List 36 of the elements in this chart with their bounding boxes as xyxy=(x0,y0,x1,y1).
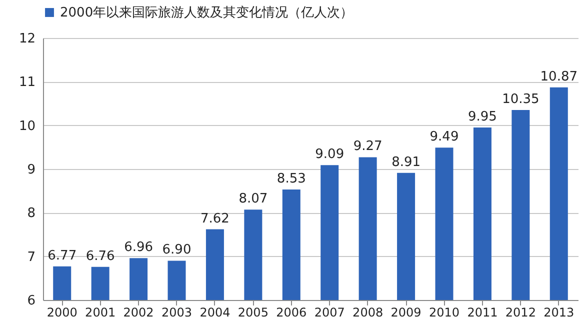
x-tick-label: 2006 xyxy=(276,306,307,320)
text: 9.27 xyxy=(353,139,382,154)
x-tick-label: 2001 xyxy=(85,306,116,320)
x-tick-label: 2010 xyxy=(428,306,460,320)
y-tick-label: 12 xyxy=(18,32,36,46)
x-tick-label: 2004 xyxy=(200,306,230,320)
text: 8.07 xyxy=(238,192,268,207)
text: 8.53 xyxy=(276,172,306,187)
y-tick-label: 7 xyxy=(27,250,36,265)
y-tick-label: 6 xyxy=(27,294,36,308)
text: 9.49 xyxy=(430,130,459,145)
text: 6.76 xyxy=(86,248,115,264)
text: 10.87 xyxy=(540,69,578,84)
text: 6.96 xyxy=(124,240,154,256)
x-tick-label: 2009 xyxy=(390,306,422,320)
text: 6.90 xyxy=(162,242,192,258)
y-tick-label: 8 xyxy=(27,206,36,222)
x-tick-label: 2007 xyxy=(314,306,345,320)
text: 10.35 xyxy=(502,92,540,108)
y-tick-label: 10 xyxy=(18,118,36,134)
text: 9.09 xyxy=(315,147,344,162)
x-tick-label: 2008 xyxy=(352,306,384,320)
x-tick-label: 2005 xyxy=(238,306,268,320)
y-tick-label: 9 xyxy=(27,162,36,178)
x-tick-label: 2012 xyxy=(505,306,536,320)
x-tick-label: 2000 xyxy=(46,306,78,320)
x-tick-label: 2003 xyxy=(161,306,192,320)
x-tick-label: 2002 xyxy=(123,306,154,320)
text: 8.91 xyxy=(392,154,421,170)
legend-label: 2000年以来国际旅游人数及其变化情况（亿人次） xyxy=(60,6,354,20)
x-tick-label: 2013 xyxy=(544,306,574,320)
y-tick-label: 11 xyxy=(18,75,36,90)
text: 9.95 xyxy=(468,110,497,125)
text: 7.62 xyxy=(200,211,230,226)
text: 6.77 xyxy=(48,248,77,264)
x-tick-label: 2011 xyxy=(467,306,498,320)
